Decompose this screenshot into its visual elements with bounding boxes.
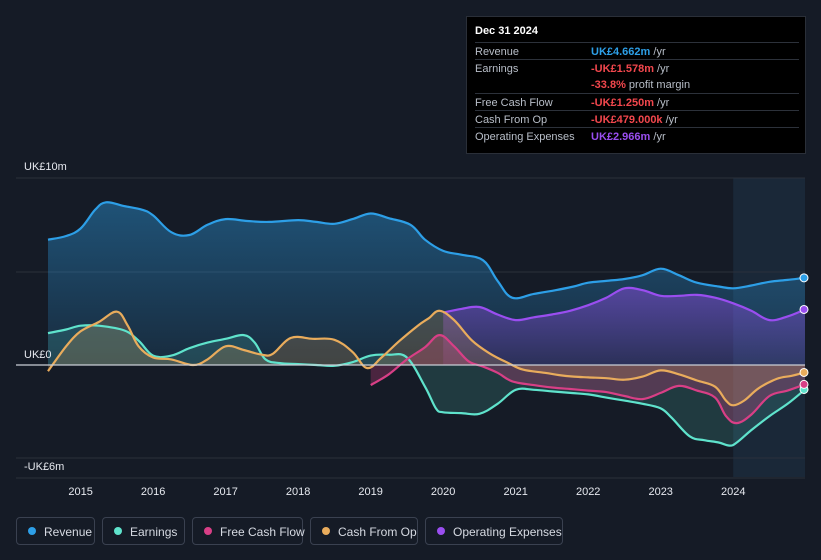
earnings-area <box>48 325 805 446</box>
legend-label: Earnings <box>130 525 178 539</box>
tooltip-value: -UK£1.578m /yr <box>591 63 670 75</box>
x-tick-label-2021: 2021 <box>503 486 527 498</box>
x-tick-label-2020: 2020 <box>431 486 455 498</box>
tooltip-row-margin: -33.8% profit margin <box>475 76 799 93</box>
x-tick-label-2023: 2023 <box>648 486 672 498</box>
y-label-bottom: -UK£6m <box>24 461 64 473</box>
x-axis-ticks: 2015 2016 2017 2018 2019 2020 2021 2022 2023 2024 <box>68 486 745 498</box>
earnings-line <box>47 324 806 447</box>
tooltip-value: -UK£1.250m /yr <box>591 97 670 109</box>
legend-label: Operating Expenses <box>453 525 562 539</box>
x-tick-label-2022: 2022 <box>576 486 600 498</box>
legend-label: Free Cash Flow <box>220 525 305 539</box>
tooltip-value: -33.8% profit margin <box>591 79 691 91</box>
tooltip-value: -UK£479.000k /yr <box>591 114 678 126</box>
legend-item-revenue[interactable]: Revenue <box>16 517 95 545</box>
tooltip-row-opex: Operating Expenses UK£2.966m /yr <box>475 127 799 145</box>
tooltip-row-earnings: Earnings -UK£1.578m /yr <box>475 59 799 77</box>
legend-dot-icon <box>204 527 212 535</box>
tooltip-label: Operating Expenses <box>475 131 575 143</box>
x-tick-label-2018: 2018 <box>286 486 310 498</box>
legend-label: Cash From Op <box>338 525 417 539</box>
operating-expenses-line <box>442 286 806 322</box>
legend-dot-icon <box>28 527 36 535</box>
tooltip-label: Free Cash Flow <box>475 97 553 109</box>
revenue-end-marker[interactable] <box>799 273 809 283</box>
legend-label: Revenue <box>44 525 93 539</box>
legend-item-cash-from-op[interactable]: Cash From Op <box>310 517 418 545</box>
tooltip-label: Earnings <box>475 63 519 75</box>
cash-from-op-area <box>48 310 805 406</box>
legend-item-earnings[interactable]: Earnings <box>102 517 185 545</box>
x-tick-label-2015: 2015 <box>68 486 92 498</box>
tooltip-value: UK£2.966m /yr <box>591 131 666 143</box>
tooltip-value: UK£4.662m /yr <box>591 46 666 58</box>
x-tick-label-2019: 2019 <box>358 486 382 498</box>
revenue-line <box>47 201 806 300</box>
y-axis-labels: UK£10m UK£0 -UK£6m <box>24 161 67 473</box>
y-label-zero: UK£0 <box>24 349 52 361</box>
legend-dot-icon <box>437 527 445 535</box>
x-tick-label-2017: 2017 <box>213 486 237 498</box>
tooltip-label: Revenue <box>475 46 520 58</box>
series-lines <box>47 201 806 447</box>
x-tick-label-2016: 2016 <box>141 486 165 498</box>
free-cash-flow-area <box>370 335 805 424</box>
legend-dot-icon <box>114 527 122 535</box>
tooltip-row-fcf: Free Cash Flow -UK£1.250m /yr <box>475 93 799 111</box>
free-cash-flow-end-marker[interactable] <box>799 379 809 389</box>
cash-from-op-end-marker[interactable] <box>799 367 809 377</box>
tooltip-date: Dec 31 2024 <box>475 25 538 37</box>
operating-expenses-end-marker[interactable] <box>799 304 809 314</box>
legend-item-free-cash-flow[interactable]: Free Cash Flow <box>192 517 305 545</box>
legend-dot-icon <box>322 527 330 535</box>
series-fills <box>48 202 805 446</box>
tooltip-row-cfo: Cash From Op -UK£479.000k /yr <box>475 110 799 128</box>
y-label-top: UK£10m <box>24 161 67 173</box>
legend-item-operating-expenses[interactable]: Operating Expenses <box>425 517 563 545</box>
operating-expenses-area <box>443 287 805 365</box>
free-cash-flow-line <box>370 334 806 425</box>
x-tick-label-2024: 2024 <box>721 486 745 498</box>
tooltip-label: Cash From Op <box>475 114 548 126</box>
tooltip-row-revenue: Revenue UK£4.662m /yr <box>475 42 799 60</box>
end-markers <box>799 273 809 394</box>
tooltip-panel: Dec 31 2024 Revenue UK£4.662m /yr Earnin… <box>466 16 806 154</box>
cash-from-op-line <box>47 309 806 407</box>
